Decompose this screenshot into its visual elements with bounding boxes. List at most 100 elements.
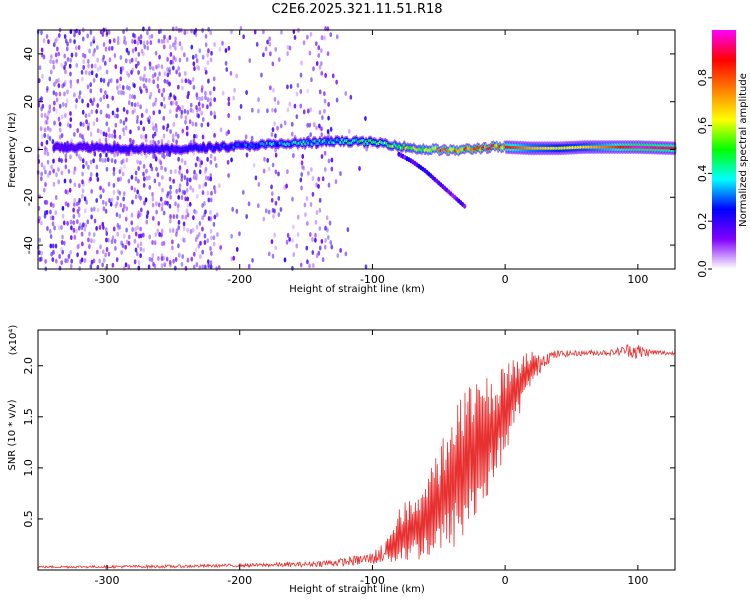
- heatmap-cell: [250, 135, 254, 141]
- heatmap-cell: [184, 119, 187, 125]
- heatmap-cell: [92, 51, 95, 57]
- heatmap-cell: [48, 104, 52, 110]
- heatmap-cell: [152, 261, 155, 267]
- heatmap-cell: [51, 257, 55, 263]
- heatmap-cell: [328, 220, 332, 226]
- heatmap-cell: [327, 102, 330, 107]
- heatmap-cell: [227, 96, 231, 102]
- heatmap-cell: [188, 119, 192, 125]
- heatmap-cell: [320, 154, 324, 159]
- heatmap-cell: [45, 34, 49, 39]
- heatmap-cell: [151, 253, 155, 258]
- heatmap-cell: [318, 245, 322, 251]
- heatmap-cell: [201, 54, 205, 60]
- heatmap-cell: [96, 207, 100, 213]
- heatmap-cell: [142, 51, 145, 57]
- heatmap-cell: [134, 194, 138, 200]
- heatmap-cell: [122, 196, 125, 202]
- heatmap-cell: [317, 183, 320, 189]
- heatmap-cell: [81, 109, 85, 115]
- heatmap-cell: [140, 134, 143, 140]
- heatmap-cell: [65, 46, 69, 52]
- heatmap-cell: [122, 85, 125, 90]
- heatmap-cell: [103, 60, 107, 66]
- heatmap-cell: [177, 84, 180, 90]
- heatmap-cell: [104, 90, 107, 96]
- heatmap-cell: [302, 109, 306, 115]
- heatmap-cell: [238, 115, 241, 121]
- heatmap-cell: [116, 231, 119, 237]
- heatmap-cell: [172, 178, 175, 184]
- heatmap-cell: [128, 85, 131, 91]
- heatmap-cell: [81, 241, 84, 247]
- heatmap-cell: [64, 69, 67, 75]
- heatmap-cell: [90, 207, 94, 213]
- heatmap-cell: [315, 210, 319, 215]
- heatmap-cell: [117, 177, 120, 182]
- heatmap-cell: [204, 69, 208, 75]
- heatmap-cell: [190, 28, 193, 34]
- heatmap-cell: [201, 190, 205, 196]
- heatmap-cell: [124, 40, 128, 46]
- heatmap-cell: [269, 51, 272, 57]
- heatmap-cell: [213, 110, 216, 116]
- heatmap-cell: [55, 172, 58, 178]
- heatmap-cell: [326, 129, 330, 134]
- heatmap-cell: [318, 64, 322, 70]
- heatmap-cell: [212, 86, 216, 92]
- heatmap-cell: [69, 38, 72, 44]
- heatmap-cell: [58, 33, 61, 38]
- heatmap-cell: [118, 224, 122, 230]
- heatmap-cell: [57, 83, 61, 89]
- heatmap-cell: [270, 132, 274, 137]
- heatmap-cell: [81, 36, 85, 42]
- heatmap-cell: [270, 191, 274, 197]
- heatmap-cell: [95, 172, 99, 178]
- heatmap-cell: [42, 38, 46, 44]
- heatmap-cell: [52, 59, 55, 65]
- heatmap-cell: [330, 157, 334, 163]
- heatmap-cell: [114, 159, 117, 164]
- heatmap-cell: [108, 133, 111, 139]
- y-tick-label: 40: [22, 47, 35, 61]
- heatmap-cell: [191, 77, 195, 82]
- heatmap-cell: [80, 69, 84, 75]
- heatmap-cell: [183, 190, 186, 196]
- heatmap-cell: [245, 90, 248, 95]
- heatmap-cell: [107, 29, 111, 35]
- heatmap-cell: [54, 243, 58, 249]
- heatmap-cell: [52, 42, 56, 48]
- heatmap-cell: [212, 235, 216, 241]
- heatmap-cell: [133, 187, 137, 193]
- heatmap-cell: [92, 258, 96, 264]
- heatmap-cell: [111, 110, 115, 116]
- heatmap-cell: [131, 48, 135, 54]
- heatmap-cell: [110, 45, 114, 51]
- heatmap-cell: [178, 165, 182, 171]
- heatmap-cell: [81, 171, 84, 177]
- heatmap-cell: [201, 134, 205, 140]
- heatmap-cell: [92, 36, 96, 41]
- heatmap-cell: [230, 233, 233, 239]
- heatmap-cell: [99, 77, 103, 83]
- heatmap-cell: [78, 30, 81, 36]
- heatmap-cell: [151, 215, 155, 221]
- heatmap-cell: [176, 207, 180, 213]
- heatmap-cell: [209, 90, 212, 96]
- heatmap-cell: [183, 52, 186, 58]
- heatmap-cell: [102, 54, 106, 60]
- heatmap-cell: [320, 48, 323, 53]
- heatmap-cell: [181, 214, 184, 220]
- heatmap-cell: [169, 214, 172, 219]
- x-tick-label: 0: [502, 273, 509, 286]
- heatmap-cell: [166, 67, 169, 72]
- heatmap-cell: [155, 64, 158, 70]
- heatmap-cell: [292, 153, 295, 158]
- heatmap-cell: [156, 76, 160, 82]
- heatmap-cell: [291, 265, 294, 271]
- heatmap-cell: [121, 158, 125, 164]
- heatmap-cell: [210, 235, 213, 241]
- heatmap-cell: [320, 238, 324, 244]
- heatmap-cell: [118, 83, 122, 89]
